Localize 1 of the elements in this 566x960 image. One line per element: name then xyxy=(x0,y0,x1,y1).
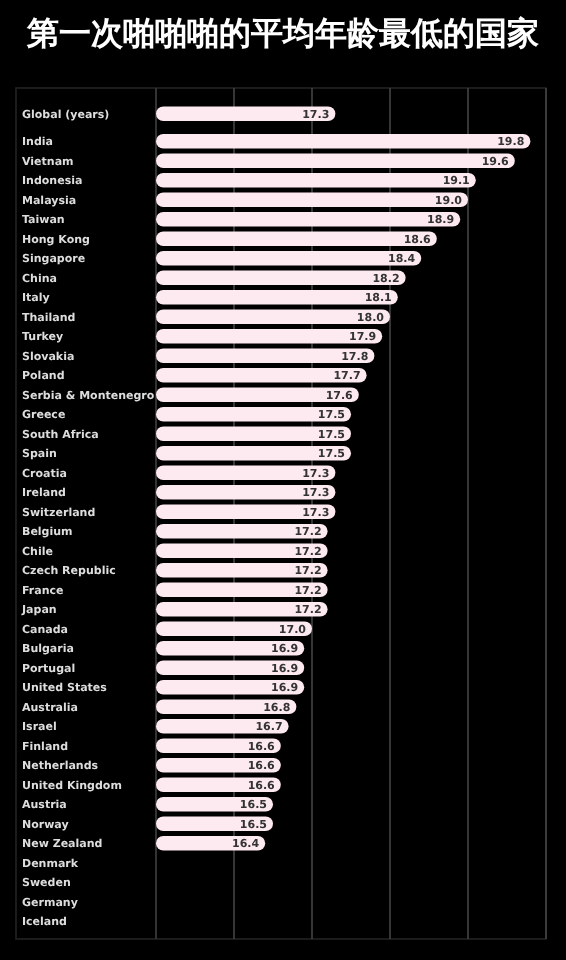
chart-title: 第一次啪啪啪的平均年龄最低的国家 xyxy=(25,14,539,52)
